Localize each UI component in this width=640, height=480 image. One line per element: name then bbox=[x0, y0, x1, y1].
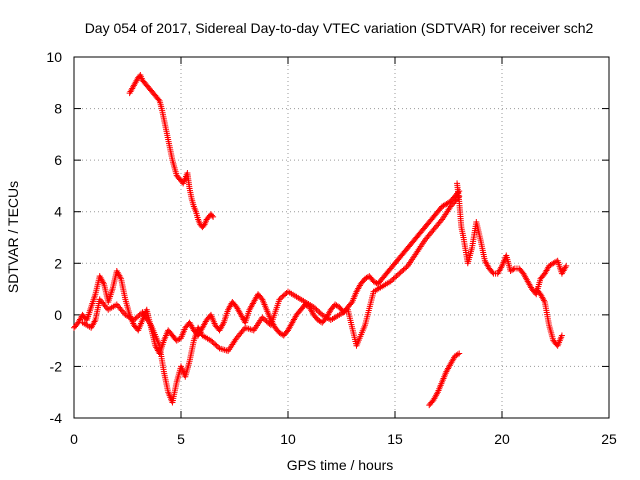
data-point bbox=[258, 295, 265, 302]
data-point bbox=[210, 340, 217, 347]
x-axis-title: GPS time / hours bbox=[287, 457, 394, 473]
data-point bbox=[563, 262, 570, 269]
data-point bbox=[316, 309, 323, 316]
data-point bbox=[397, 269, 404, 276]
data-point bbox=[400, 266, 407, 273]
x-tick-label: 25 bbox=[601, 431, 617, 447]
data-point bbox=[277, 295, 284, 302]
data-point bbox=[210, 213, 217, 220]
data-point bbox=[136, 311, 143, 318]
y-tick-label: -2 bbox=[50, 358, 63, 374]
data-point bbox=[387, 278, 394, 285]
data-point bbox=[132, 315, 139, 322]
data-point bbox=[135, 313, 142, 320]
plot-frame bbox=[73, 56, 610, 419]
chart-title: Day 054 of 2017, Sidereal Day-to-day VTE… bbox=[85, 20, 594, 36]
data-point bbox=[215, 344, 222, 351]
y-tick-label: 4 bbox=[54, 204, 62, 220]
data-point bbox=[314, 307, 321, 314]
series-arc-late bbox=[454, 180, 570, 298]
data-point bbox=[396, 270, 403, 277]
data-point bbox=[213, 342, 220, 349]
y-tick-label: 8 bbox=[54, 101, 62, 117]
data-point bbox=[209, 212, 216, 219]
data-point bbox=[282, 291, 289, 298]
data-point bbox=[209, 338, 216, 345]
data-point bbox=[133, 314, 140, 321]
data-point bbox=[130, 317, 137, 324]
y-tick-label: 0 bbox=[54, 307, 62, 323]
data-point bbox=[260, 315, 267, 322]
data-point bbox=[393, 273, 400, 280]
data-point bbox=[280, 292, 287, 299]
data-point bbox=[510, 266, 517, 273]
grid-lines bbox=[74, 57, 609, 418]
x-tick-label: 10 bbox=[280, 431, 296, 447]
data-point bbox=[207, 337, 214, 344]
series-arc-main bbox=[71, 188, 463, 357]
data-point bbox=[317, 310, 324, 317]
data-point bbox=[489, 269, 496, 276]
series-arc-secondary bbox=[79, 193, 463, 406]
y-tick-label: 6 bbox=[54, 152, 62, 168]
y-tick-label: 10 bbox=[46, 49, 62, 65]
data-point bbox=[265, 319, 272, 326]
data-point bbox=[212, 341, 219, 348]
x-tick-label: 0 bbox=[70, 431, 78, 447]
x-axis-ticks: 0 5 10 15 20 25 bbox=[70, 57, 617, 447]
data-point bbox=[558, 332, 565, 339]
data-point bbox=[399, 268, 406, 275]
series-arc-late-low bbox=[533, 286, 565, 349]
data-point bbox=[389, 277, 396, 284]
x-tick-label: 15 bbox=[387, 431, 403, 447]
data-point bbox=[454, 351, 461, 358]
data-series bbox=[71, 72, 570, 409]
y-axis-ticks: -4 -2 0 2 4 6 8 10 bbox=[46, 49, 609, 426]
data-point bbox=[310, 304, 317, 311]
data-point bbox=[276, 296, 283, 303]
y-axis-title: SDTVAR / TECUs bbox=[5, 181, 21, 293]
data-point bbox=[312, 305, 319, 312]
data-point bbox=[394, 271, 401, 278]
series-arc-negative bbox=[426, 350, 463, 409]
data-point bbox=[456, 350, 463, 357]
data-point bbox=[200, 222, 207, 229]
data-point bbox=[263, 318, 270, 325]
data-point bbox=[392, 274, 398, 281]
data-point bbox=[313, 306, 320, 313]
data-point bbox=[121, 310, 128, 317]
data-point bbox=[155, 96, 162, 103]
data-point bbox=[390, 275, 397, 282]
x-tick-label: 20 bbox=[494, 431, 510, 447]
data-point bbox=[279, 293, 286, 300]
y-tick-label: -4 bbox=[50, 410, 63, 426]
data-point bbox=[348, 300, 355, 307]
data-point bbox=[259, 314, 266, 321]
x-tick-label: 5 bbox=[177, 431, 185, 447]
series-arc-high bbox=[126, 72, 217, 231]
data-point bbox=[262, 317, 269, 324]
data-point bbox=[437, 217, 444, 224]
data-point bbox=[401, 265, 408, 272]
y-tick-label: 2 bbox=[54, 255, 62, 271]
